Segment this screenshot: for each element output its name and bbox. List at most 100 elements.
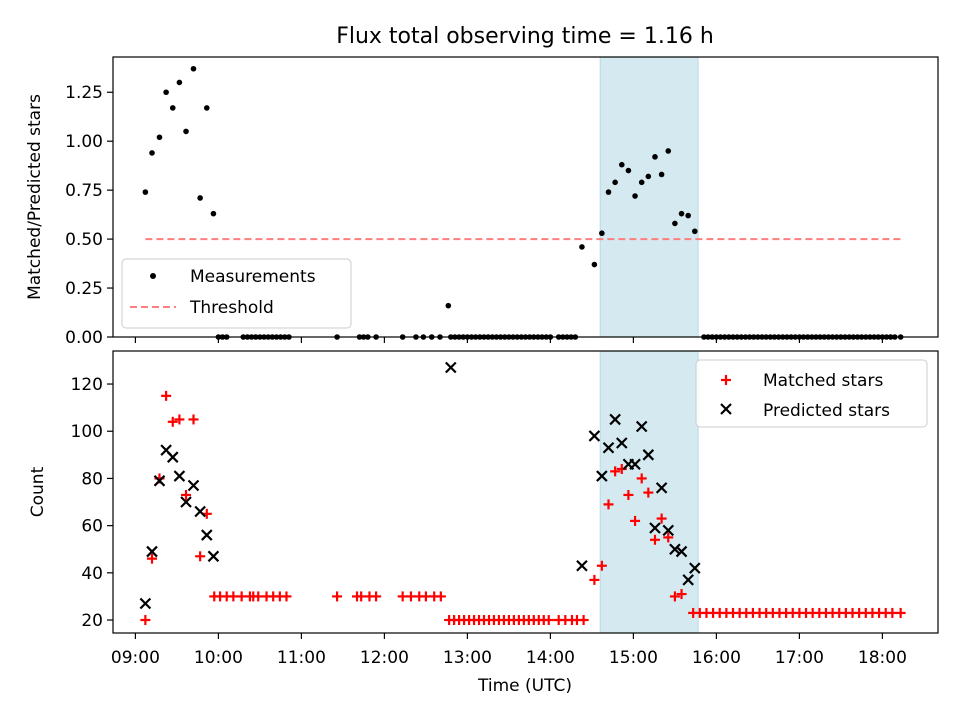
predicted-star-point [588, 430, 601, 442]
x-stroke-b [146, 545, 158, 558]
measurement-point [678, 210, 685, 217]
x-stroke-b [649, 522, 661, 534]
legend-measurements-marker [150, 273, 156, 279]
measurement-point [618, 161, 625, 168]
matched-star-point [181, 489, 192, 500]
matched-star-point [147, 553, 158, 564]
top-panel-frame [112, 56, 939, 338]
x-tick-label: 14:00 [526, 648, 575, 668]
top-panel: 0.00 0.25 0.50 0.75 1.00 1.25 Matched/Predict… [25, 56, 939, 348]
measurement-point [612, 179, 618, 186]
x-stroke-b [662, 524, 675, 537]
legend-measurements-label: Measurements [190, 267, 316, 287]
x-stroke-b [675, 545, 688, 558]
matched-star-point [663, 532, 674, 543]
predicted-star-point [642, 449, 655, 461]
matched-star-point [649, 534, 660, 545]
predicted-star-point [201, 529, 213, 541]
predicted-star-point [602, 441, 615, 454]
predicted-star-point [655, 482, 668, 494]
measurement-point [149, 150, 155, 156]
predicted-star-point [662, 524, 675, 537]
legend-threshold-label: Threshold [189, 298, 274, 318]
predicted-star-point [173, 470, 186, 482]
predicted-star-point [445, 361, 457, 374]
matched-star-point [610, 466, 621, 477]
predicted-star-point [187, 479, 200, 492]
x-stroke-b [615, 437, 628, 449]
x-stroke-b [629, 458, 641, 471]
measurement-point [156, 134, 163, 141]
matched-star-point [895, 607, 906, 618]
matched-star-point [140, 615, 151, 626]
measurement-point [197, 195, 203, 201]
matched-star-point [656, 513, 667, 524]
matched-star-point [195, 551, 206, 562]
measurement-point [183, 128, 189, 135]
measurement-point [190, 65, 197, 72]
x-stroke-b [194, 505, 206, 518]
top-panel-ylabel: Matched/Predicted stars [25, 94, 45, 300]
matched-star-point [543, 615, 554, 626]
x-stroke-b [207, 550, 220, 563]
predicted-star-point [609, 413, 621, 426]
x-stroke-b [139, 597, 152, 610]
matched-star-point [623, 489, 634, 500]
measurement-point [665, 148, 672, 154]
predicted-star-point [166, 451, 179, 463]
measurement-point [203, 105, 210, 111]
measurement-point [591, 261, 598, 268]
y-tick-label: 1.25 [65, 83, 103, 103]
matched-star-point [669, 591, 680, 602]
x-tick-label: 11:00 [277, 648, 326, 668]
measurement-point [163, 89, 169, 96]
top-legend: Measurements Threshold [121, 258, 352, 329]
matched-star-point [281, 591, 292, 602]
legend-matched-marker [721, 375, 731, 385]
matched-star-point [188, 414, 199, 425]
x-stroke-b [160, 444, 172, 456]
x-stroke-b [655, 482, 668, 494]
x-stroke-b [173, 470, 186, 482]
x-stroke-b [689, 562, 701, 574]
bottom-legend-box [695, 359, 928, 428]
y-tick-label: 0.50 [65, 230, 103, 250]
predicted-star-point [629, 458, 641, 471]
y-tick-label: 60 [81, 517, 103, 537]
y-tick-label: 20 [81, 611, 103, 631]
top-legend-box [121, 258, 352, 329]
y-tick-label: 100 [71, 422, 103, 442]
measurement-point [176, 79, 183, 86]
chart-title: Flux total observing time = 1.16 h [336, 24, 714, 49]
x-stroke-b [682, 574, 694, 586]
x-stroke-b [596, 470, 608, 482]
predicted-star-point [689, 562, 701, 574]
measurement-point [625, 167, 632, 174]
highlight-span [599, 56, 699, 338]
x-stroke-b [642, 449, 655, 461]
matched-star-point [371, 591, 382, 602]
y-tick-label: 1.00 [65, 132, 103, 152]
matched-star-point [167, 416, 178, 427]
x-stroke-b [201, 529, 213, 541]
predicted-star-point [615, 437, 628, 449]
y-tick-label: 40 [81, 564, 103, 584]
measurement-point [579, 244, 585, 250]
legend-predicted-marker [720, 403, 732, 415]
measurement-point [632, 193, 638, 199]
x-stroke-b [635, 420, 648, 433]
x-tick-label: 12:00 [360, 648, 409, 668]
measurement-point [142, 189, 149, 195]
measurement-point [605, 189, 612, 195]
x-stroke-b [445, 361, 457, 374]
matched-star-point [161, 390, 172, 401]
matched-star-point [174, 414, 185, 425]
measurement-point [169, 105, 176, 111]
y-tick-label: 0.00 [65, 328, 103, 348]
predicted-star-point [153, 475, 166, 487]
matched-star-point [603, 499, 614, 510]
x-stroke-b [187, 479, 200, 492]
measurement-point [638, 179, 645, 186]
measurement-point [658, 171, 665, 178]
matched-star-point [578, 615, 589, 626]
